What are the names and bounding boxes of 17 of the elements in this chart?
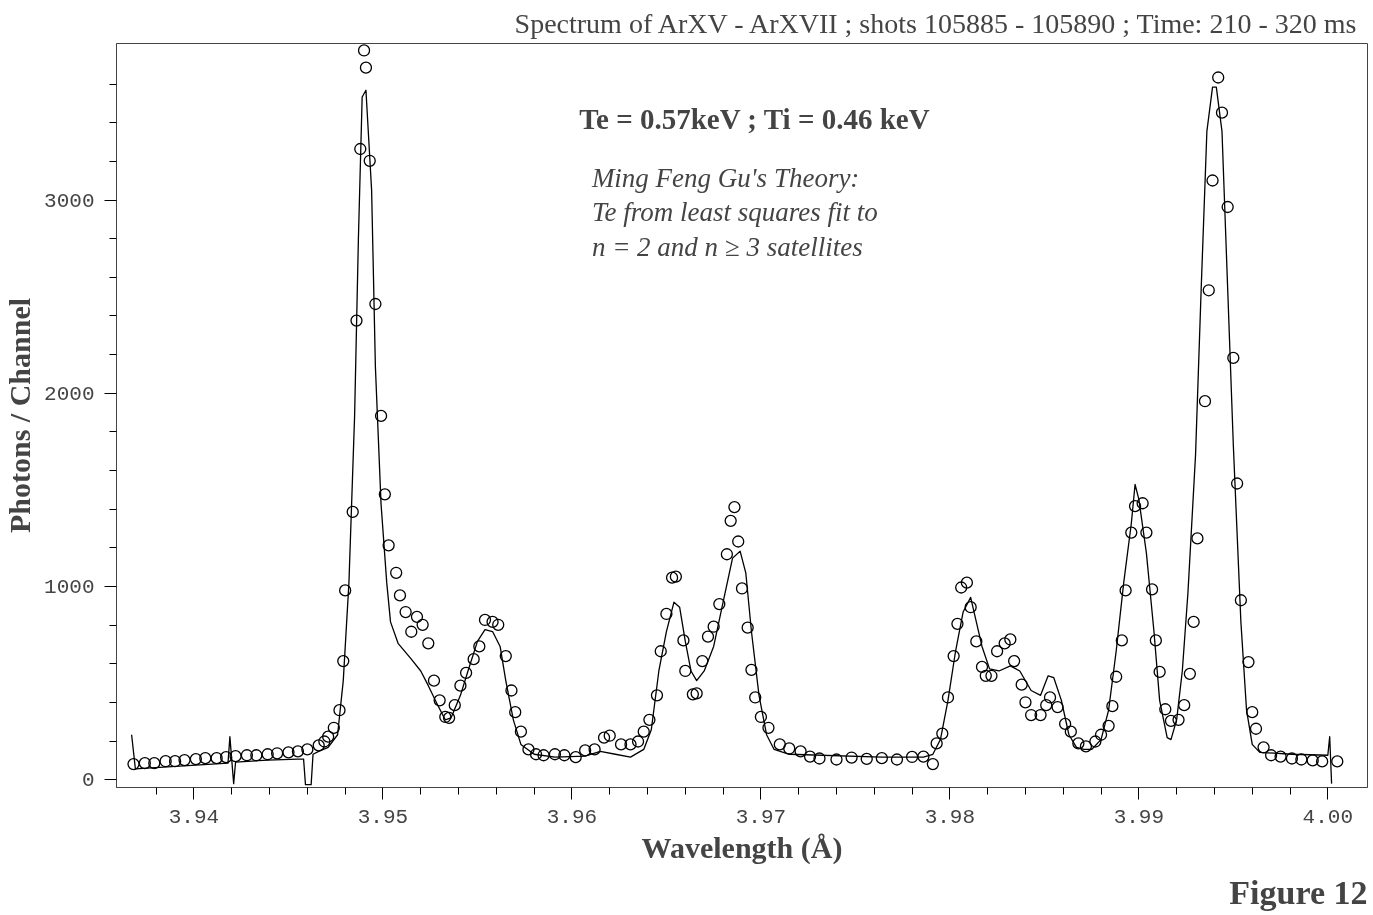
x-tick-label: 3.98 — [924, 805, 976, 829]
y-tick-label: 0 — [81, 769, 95, 793]
y-tick-label: 1000 — [44, 576, 95, 600]
chart-title: Spectrum of ArXV - ArXVII ; shots 105885 - 105890 ; Time: 210 - 320 ms — [514, 7, 1357, 39]
x-tick-label: 3.94 — [168, 805, 220, 829]
annotation: Ming Feng Gu's Theory: Te from least squares fit to n = 2 and n ≥ 3 satellites — [590, 162, 878, 262]
x-tick-label: 3.95 — [357, 805, 409, 829]
x-tick-label: 3.96 — [546, 805, 598, 829]
x-axis-title: Wavelength (Å) — [641, 830, 843, 865]
caption: Figure 12 — [1229, 873, 1368, 911]
y-tick-label: 3000 — [44, 189, 95, 213]
x-tick-label: 4.00 — [1302, 805, 1354, 829]
annotation: Te = 0.57keV ; Ti = 0.46 keV — [579, 103, 930, 136]
y-tick-label: 2000 — [44, 382, 95, 406]
x-tick-label: 3.99 — [1113, 805, 1165, 829]
x-tick-label: 3.97 — [735, 805, 787, 829]
y-axis-title: Photons / Channel — [3, 297, 37, 534]
